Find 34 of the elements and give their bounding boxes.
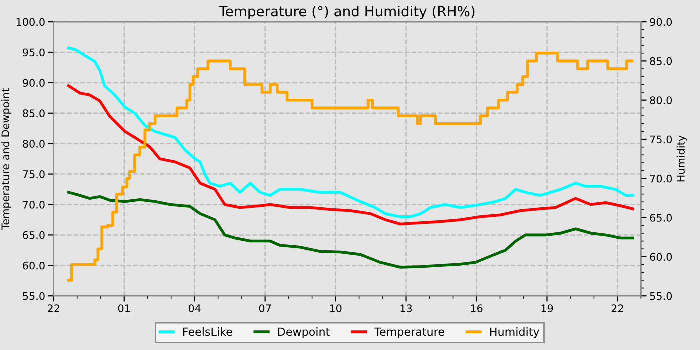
legend-label: FeelsLike: [184, 327, 232, 336]
legend-label: Humidity: [490, 327, 540, 338]
y-tick-label: 90.0: [23, 79, 45, 88]
y2-tick-label: 60.0: [650, 253, 672, 262]
y-axis-title: Temperature and Dewpoint: [2, 88, 12, 230]
y-tick-label: 80.0: [23, 140, 45, 148]
y-tick-label: 55.0: [23, 292, 45, 300]
y2-axis-title: Humidity: [676, 136, 687, 182]
y2-tick-label: 55.0: [650, 292, 672, 300]
y2-tick-label: 65.0: [650, 214, 672, 222]
x-tick-label: 22: [612, 304, 624, 312]
x-tick-label: 04: [188, 304, 201, 312]
y-tick-label: 95.0: [23, 48, 45, 57]
y2-tick-label: 75.0: [650, 136, 672, 144]
y2-tick-label: 90.0: [650, 18, 672, 26]
x-tick-label: 10: [330, 304, 342, 312]
y-tick-label: 60.0: [23, 262, 45, 270]
y2-tick-label: 80.0: [650, 96, 672, 104]
chart-title: Temperature (°) and Humidity (RH%): [219, 6, 475, 20]
legend-label: Dewpoint: [278, 327, 330, 338]
y-tick-label: 70.0: [23, 200, 45, 209]
y2-tick-label: 85.0: [650, 57, 672, 66]
x-tick-label: 13: [400, 304, 412, 312]
y-tick-label: 75.0: [23, 170, 45, 178]
x-tick-label: 16: [471, 304, 483, 312]
x-tick-label: 22: [48, 304, 60, 312]
y-tick-label: 85.0: [23, 110, 45, 118]
legend-label: Temperature: [374, 328, 444, 338]
y-tick-label: 100.0: [16, 18, 45, 26]
x-tick-label: 01: [118, 304, 130, 312]
x-tick-label: 07: [259, 304, 272, 312]
y-tick-label: 65.0: [23, 231, 45, 240]
y2-tick-label: 70.0: [650, 174, 672, 183]
x-tick-label: 19: [542, 304, 554, 312]
